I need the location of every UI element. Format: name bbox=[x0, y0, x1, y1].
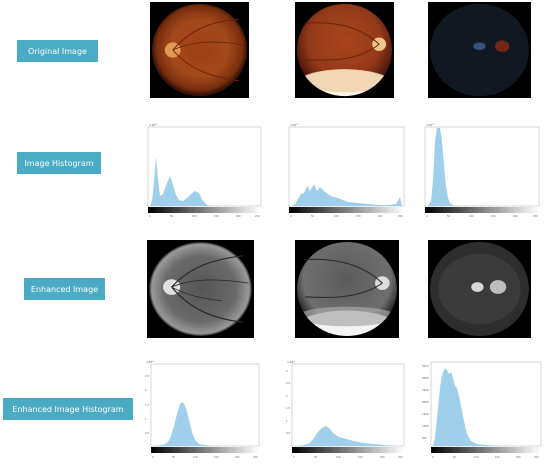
x-tick: 100 bbox=[192, 215, 197, 218]
x-tick: 250 bbox=[533, 215, 538, 218]
x-tick: 200 bbox=[378, 215, 383, 218]
x-tick: 0 bbox=[426, 215, 428, 218]
original-image-2 bbox=[295, 2, 394, 98]
enhanced-histogram-3: 3500 3000 2500 2000 1500 1000 500 0 50 1… bbox=[421, 358, 542, 463]
x-tick: 50 bbox=[314, 456, 318, 459]
y-tick: 1000 bbox=[422, 424, 429, 428]
x-tick: 50 bbox=[172, 456, 176, 459]
histogram-3: ×10⁴ 0 50 100 150 200 250 bbox=[424, 121, 540, 219]
x-tick: 0 bbox=[432, 456, 434, 459]
enhanced-histogram-2: ×10⁴ 3 2.5 2 1.5 1 0.5 0 50 100 150 200 … bbox=[284, 358, 405, 463]
x-tick: 100 bbox=[336, 456, 341, 459]
y-tick: 1.5 bbox=[145, 403, 149, 407]
row-label-image-histogram: Image Histogram bbox=[17, 152, 101, 174]
x-tick: 150 bbox=[491, 215, 496, 218]
row-label-original-image: Original Image bbox=[17, 40, 98, 62]
histogram-1-intensity-bar bbox=[148, 207, 261, 213]
histogram-2: ×10⁴ 0 50 100 150 200 250 bbox=[288, 121, 405, 219]
histogram-2-intensity-bar bbox=[289, 207, 404, 213]
x-tick: 100 bbox=[193, 456, 198, 459]
x-tick: 200 bbox=[235, 456, 240, 459]
enhanced-histogram-2-intensity-bar bbox=[292, 447, 404, 453]
y-tick: 2000 bbox=[422, 400, 429, 404]
original-image-3 bbox=[428, 2, 531, 98]
x-tick: 150 bbox=[495, 456, 500, 459]
x-tick: 150 bbox=[214, 215, 219, 218]
x-tick: 150 bbox=[356, 215, 361, 218]
x-tick: 0 bbox=[149, 215, 151, 218]
histogram-3-y-exponent: ×10⁴ bbox=[426, 123, 434, 127]
histogram-1: ×10⁴ 0 50 100 150 200 250 bbox=[147, 121, 262, 219]
y-tick: 3500 bbox=[422, 364, 429, 368]
enhanced-histogram-2-y-exponent: ×10⁴ bbox=[287, 360, 295, 364]
x-tick: 250 bbox=[398, 215, 403, 218]
x-tick: 250 bbox=[255, 215, 260, 218]
enhanced-image-2 bbox=[295, 240, 399, 338]
histogram-3-intensity-bar bbox=[425, 207, 539, 213]
y-tick: 3 bbox=[286, 369, 288, 373]
y-tick: 1 bbox=[145, 417, 147, 421]
enhanced-histogram-1-intensity-bar bbox=[151, 447, 259, 453]
enhanced-histogram-1-y-exponent: ×10⁴ bbox=[146, 360, 154, 364]
row-label-enhanced-image: Enhanced Image bbox=[24, 278, 105, 300]
x-tick: 100 bbox=[474, 456, 479, 459]
x-tick: 50 bbox=[170, 215, 174, 218]
x-tick: 100 bbox=[334, 215, 339, 218]
x-tick: 150 bbox=[358, 456, 363, 459]
y-tick: 3000 bbox=[422, 376, 429, 380]
x-tick: 200 bbox=[513, 215, 518, 218]
x-tick: 200 bbox=[380, 456, 385, 459]
x-tick: 200 bbox=[516, 456, 521, 459]
x-tick: 200 bbox=[236, 215, 241, 218]
x-tick: 50 bbox=[447, 215, 451, 218]
x-tick: 150 bbox=[214, 456, 219, 459]
x-tick: 0 bbox=[293, 456, 295, 459]
x-tick: 250 bbox=[253, 456, 258, 459]
x-tick: 250 bbox=[398, 456, 403, 459]
y-tick: 2 bbox=[145, 388, 147, 392]
y-tick: 2.5 bbox=[286, 381, 290, 385]
y-tick: 2 bbox=[286, 394, 288, 398]
y-tick: 1 bbox=[286, 419, 288, 423]
x-tick: 50 bbox=[453, 456, 457, 459]
y-tick: 2500 bbox=[422, 388, 429, 392]
row-label-enhanced-image-histogram: Enhanced Image Histogram bbox=[3, 398, 133, 420]
x-tick: 250 bbox=[534, 456, 539, 459]
enhanced-image-3 bbox=[428, 240, 531, 338]
enhanced-histogram-1: ×10⁴ 2.5 2 1.5 1 0.5 0 50 100 150 200 25… bbox=[143, 358, 260, 463]
x-tick: 0 bbox=[290, 215, 292, 218]
enhanced-image-1 bbox=[147, 240, 254, 338]
x-tick: 100 bbox=[469, 215, 474, 218]
y-tick: 500 bbox=[422, 436, 427, 440]
y-tick: 1500 bbox=[422, 412, 429, 416]
x-tick: 50 bbox=[311, 215, 315, 218]
histogram-2-y-exponent: ×10⁴ bbox=[290, 123, 298, 127]
x-tick: 0 bbox=[152, 456, 154, 459]
y-tick: 2.5 bbox=[145, 374, 149, 378]
original-image-1 bbox=[150, 2, 249, 98]
histogram-1-y-exponent: ×10⁴ bbox=[149, 123, 157, 127]
enhanced-histogram-3-intensity-bar bbox=[431, 447, 541, 453]
y-tick: 0.5 bbox=[286, 431, 290, 435]
y-tick: 1.5 bbox=[286, 406, 290, 410]
y-tick: 0.5 bbox=[145, 431, 149, 435]
